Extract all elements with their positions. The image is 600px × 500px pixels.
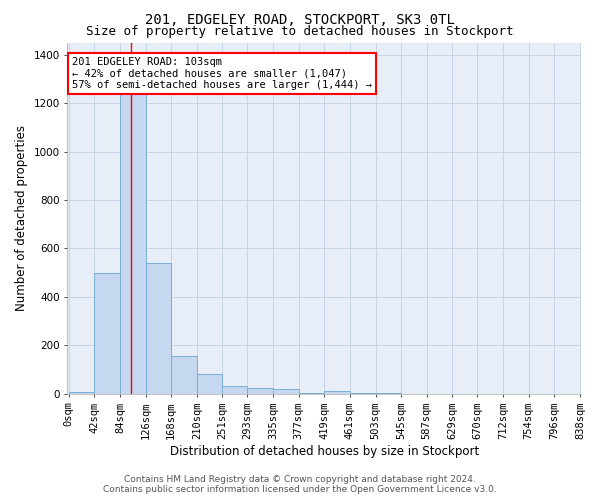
Bar <box>197 374 223 394</box>
Text: Size of property relative to detached houses in Stockport: Size of property relative to detached ho… <box>86 25 514 38</box>
X-axis label: Distribution of detached houses by size in Stockport: Distribution of detached houses by size … <box>170 444 479 458</box>
Bar <box>171 356 197 394</box>
Bar <box>120 66 146 394</box>
Bar <box>273 390 299 394</box>
Bar <box>247 388 273 394</box>
Bar <box>68 392 94 394</box>
Text: 201, EDGELEY ROAD, STOCKPORT, SK3 0TL: 201, EDGELEY ROAD, STOCKPORT, SK3 0TL <box>145 12 455 26</box>
Bar <box>324 390 350 394</box>
Bar <box>146 263 171 394</box>
Bar <box>350 393 376 394</box>
Y-axis label: Number of detached properties: Number of detached properties <box>15 125 28 311</box>
Text: 201 EDGELEY ROAD: 103sqm
← 42% of detached houses are smaller (1,047)
57% of sem: 201 EDGELEY ROAD: 103sqm ← 42% of detach… <box>72 57 372 90</box>
Bar <box>222 386 247 394</box>
Text: Contains HM Land Registry data © Crown copyright and database right 2024.
Contai: Contains HM Land Registry data © Crown c… <box>103 474 497 494</box>
Bar <box>94 272 120 394</box>
